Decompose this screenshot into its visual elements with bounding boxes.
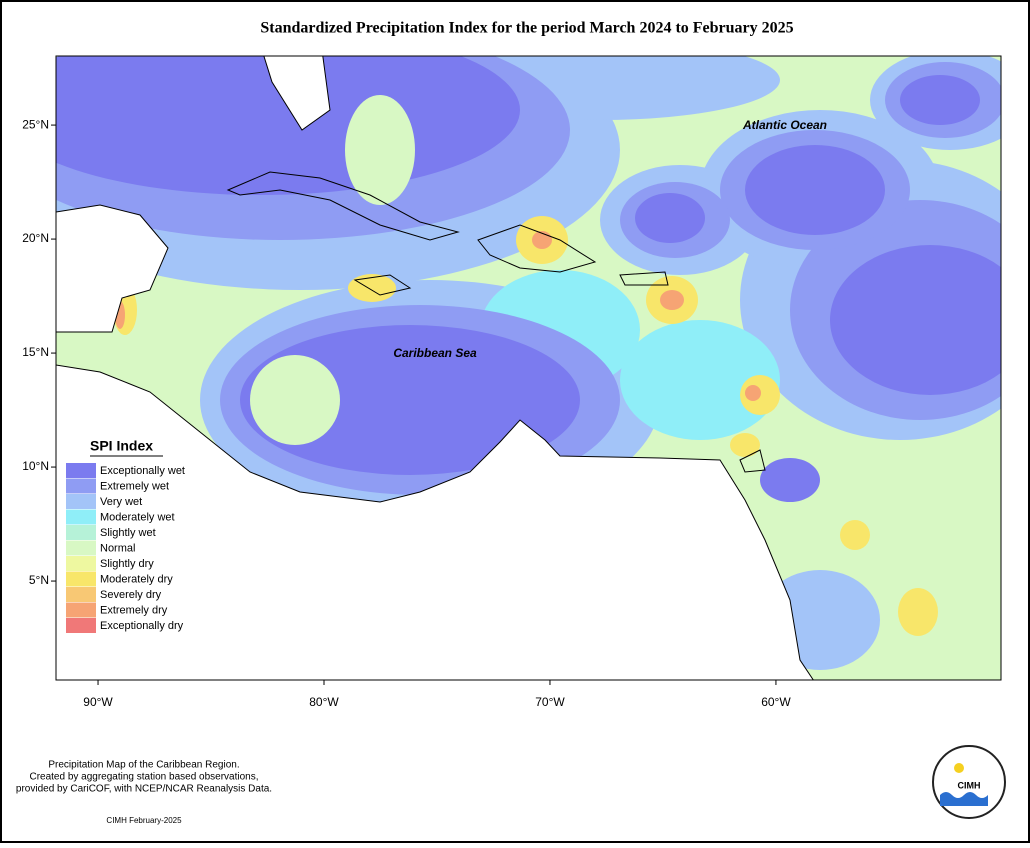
logo-text: CIMH [958, 780, 981, 790]
legend-swatch [66, 463, 96, 478]
legend-label: Exceptionally dry [100, 620, 184, 632]
legend-swatch [66, 587, 96, 602]
lat-tick-label: 15°N [22, 345, 49, 359]
footer-note: Precipitation Map of the Caribbean Regio… [48, 760, 239, 771]
map-border [55, 55, 1002, 681]
lon-tick-label: 70°W [535, 695, 565, 709]
legend-swatch [66, 571, 96, 587]
legend-swatch [66, 509, 96, 525]
legend-swatch [66, 494, 96, 509]
legend-label: Slightly wet [100, 527, 156, 539]
legend-swatch [66, 540, 96, 556]
legend-label: Very wet [100, 496, 142, 508]
legend-label: Extremely wet [100, 480, 169, 492]
sea-label: Caribbean Sea [393, 346, 477, 360]
legend-label: Slightly dry [100, 558, 154, 570]
logo: CIMH [932, 745, 1006, 819]
footer-credit: CIMH February-2025 [106, 816, 182, 825]
legend-label: Extremely dry [100, 604, 168, 616]
legend-label: Normal [100, 542, 135, 554]
legend-label: Moderately wet [100, 511, 175, 523]
lat-tick-label: 5°N [29, 573, 49, 587]
footer-note: provided by CariCOF, with NCEP/NCAR Rean… [16, 784, 272, 795]
legend: SPI Index Exceptionally wet Extremely wet… [66, 438, 185, 633]
legend-label: Moderately dry [100, 573, 173, 585]
footer: Precipitation Map of the Caribbean Regio… [16, 760, 272, 825]
lat-tick-label: 10°N [22, 459, 49, 473]
lon-tick-label: 60°W [761, 695, 791, 709]
lat-tick-label: 25°N [22, 117, 49, 131]
map-field [56, 56, 1001, 680]
legend-swatch [66, 556, 96, 571]
ocean-label: Atlantic Ocean [742, 118, 827, 132]
lon-tick-label: 90°W [83, 695, 113, 709]
legend-swatch [66, 618, 96, 633]
lat-tick-label: 20°N [22, 231, 49, 245]
lon-tick-label: 80°W [309, 695, 339, 709]
footer-note: Created by aggregating station based obs… [29, 772, 258, 783]
legend-title: SPI Index [90, 438, 153, 454]
legend-swatch [66, 525, 96, 540]
legend-swatch [66, 478, 96, 494]
legend-label: Exceptionally wet [100, 465, 185, 477]
legend-swatch [66, 602, 96, 618]
title: Standardized Precipitation Index for the… [260, 20, 793, 37]
legend-label: Severely dry [100, 589, 162, 601]
